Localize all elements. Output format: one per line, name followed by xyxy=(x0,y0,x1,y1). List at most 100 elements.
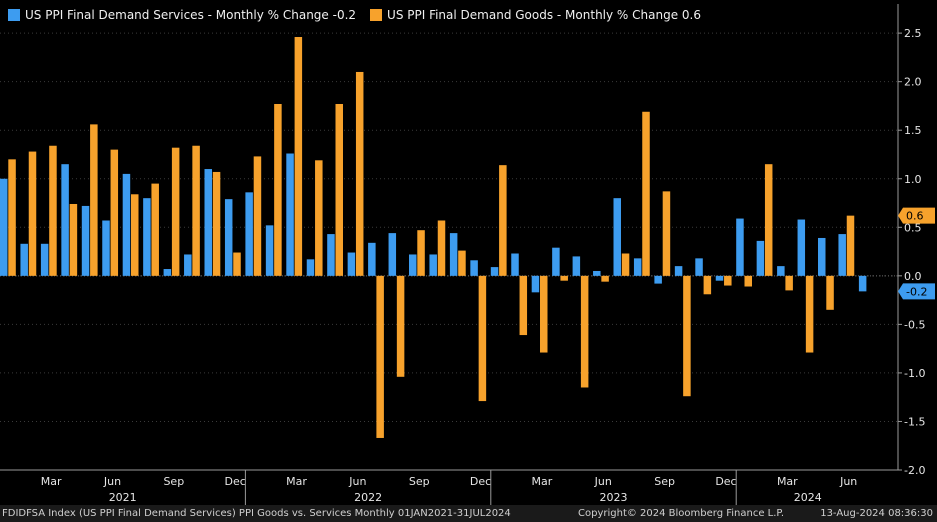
services-bar xyxy=(143,198,151,276)
goods-bar xyxy=(355,71,364,276)
last-value-tag-label: 0.6 xyxy=(906,210,924,223)
goods-bar xyxy=(253,156,262,276)
services-bar xyxy=(368,242,376,276)
goods-bar xyxy=(131,194,139,276)
services-bar xyxy=(184,254,192,276)
legend-item-services[interactable]: US PPI Final Demand Services - Monthly %… xyxy=(8,8,356,22)
services-bar xyxy=(81,205,90,276)
goods-bar xyxy=(621,253,630,276)
goods-bar xyxy=(90,124,98,276)
y-tick-label: 0.5 xyxy=(904,221,922,234)
legend: US PPI Final Demand Services - Monthly %… xyxy=(4,6,705,24)
services-bar xyxy=(204,169,212,276)
x-month-label: Sep xyxy=(654,475,675,488)
legend-label-goods: US PPI Final Demand Goods - Monthly % Ch… xyxy=(387,8,701,22)
services-bar xyxy=(838,234,846,276)
x-axis: Mar Jun Sep Dec Mar Jun Sep Dec Mar Jun Sep Dec Mar J… xyxy=(0,469,898,505)
goods-bar xyxy=(376,275,384,438)
x-month-label: Mar xyxy=(777,475,798,488)
x-year-label: 2023 xyxy=(600,491,628,504)
goods-bar xyxy=(437,220,446,276)
last-value-tag-label: -0.2 xyxy=(906,285,927,298)
goods-bar xyxy=(785,275,793,291)
goods-bar xyxy=(274,103,282,276)
services-bar xyxy=(286,153,294,276)
footer-source: FDIDFSA Index (US PPI Final Demand Servi… xyxy=(2,508,511,519)
services-bar xyxy=(61,164,69,276)
services-swatch-icon xyxy=(8,9,20,21)
goods-bar xyxy=(744,275,752,287)
x-month-label: Jun xyxy=(594,475,612,488)
services-last-value-tag: -0.2 xyxy=(898,283,935,300)
last-value-tag-bg xyxy=(898,207,935,224)
goods-bar xyxy=(764,164,773,276)
y-tick-label: 2.0 xyxy=(904,76,922,89)
x-year-label: 2021 xyxy=(109,491,137,504)
services-bar xyxy=(409,254,417,276)
x-month-label: Dec xyxy=(470,475,491,488)
x-year-label: 2022 xyxy=(354,491,382,504)
services-bar xyxy=(20,243,28,276)
x-month-label: Mar xyxy=(532,475,553,488)
footer-bar: FDIDFSA Index (US PPI Final Demand Servi… xyxy=(0,505,937,522)
services-bar xyxy=(756,240,765,276)
services-bar xyxy=(633,258,642,276)
goods-bar xyxy=(560,275,568,281)
goods-swatch-icon xyxy=(370,9,383,21)
y-tick-label: -1.5 xyxy=(904,415,925,428)
x-month-label: Jun xyxy=(839,475,857,488)
services-bar xyxy=(695,258,703,276)
goods-bar xyxy=(151,183,159,276)
services-bar xyxy=(572,256,581,276)
goods-bar xyxy=(233,252,241,276)
y-axis: -2.0 -1.5 -1.0 -0.5 0.0 0.5 1.0 1.5 2.0 2.5 -0.2 0.… xyxy=(897,4,935,477)
goods-last-value-tag: 0.6 xyxy=(898,207,935,224)
x-year-label: 2024 xyxy=(794,491,822,504)
y-tick-label: 1.5 xyxy=(904,124,922,137)
goods-bar xyxy=(192,145,200,276)
bars xyxy=(0,37,867,438)
services-bar xyxy=(818,237,826,276)
services-bar xyxy=(593,270,601,276)
x-month-label: Mar xyxy=(41,475,62,488)
x-month-label: Sep xyxy=(409,475,430,488)
x-month-label: Sep xyxy=(163,475,184,488)
goods-bar xyxy=(580,275,589,388)
x-month-label: Dec xyxy=(225,475,246,488)
goods-bar xyxy=(171,147,180,276)
services-bar xyxy=(531,275,540,293)
services-bar xyxy=(429,254,437,276)
services-bar xyxy=(347,252,356,276)
services-bar xyxy=(306,259,315,276)
services-bar xyxy=(449,233,458,276)
y-tick-label: -1.0 xyxy=(904,367,925,380)
services-bar xyxy=(0,178,8,276)
goods-bar xyxy=(499,165,507,276)
services-bar xyxy=(163,269,172,276)
services-bar xyxy=(388,233,397,276)
x-month-label: Dec xyxy=(715,475,736,488)
services-bar xyxy=(613,198,621,276)
services-bar xyxy=(674,266,683,276)
goods-bar xyxy=(683,275,691,397)
services-bar xyxy=(102,220,110,276)
x-month-label: Jun xyxy=(348,475,366,488)
services-bar xyxy=(490,267,499,276)
goods-bar xyxy=(335,103,343,276)
services-bar xyxy=(858,275,867,292)
footer-copyright: Copyright© 2024 Bloomberg Finance L.P. xyxy=(578,508,785,519)
legend-label-services: US PPI Final Demand Services - Monthly %… xyxy=(25,8,357,22)
services-bar xyxy=(470,260,478,276)
goods-bar xyxy=(417,230,425,276)
goods-bar xyxy=(724,275,732,286)
services-bar xyxy=(552,247,560,276)
goods-bar xyxy=(540,275,548,353)
footer-date: 13-Aug-2024 08:36:30 xyxy=(820,508,933,519)
services-bar xyxy=(327,234,335,276)
legend-item-goods[interactable]: US PPI Final Demand Goods - Monthly % Ch… xyxy=(370,8,701,22)
services-bar xyxy=(40,243,49,276)
x-month-label: Mar xyxy=(286,475,307,488)
y-tick-label: -0.5 xyxy=(904,318,925,331)
goods-bar xyxy=(294,37,303,276)
services-bar xyxy=(654,275,662,284)
